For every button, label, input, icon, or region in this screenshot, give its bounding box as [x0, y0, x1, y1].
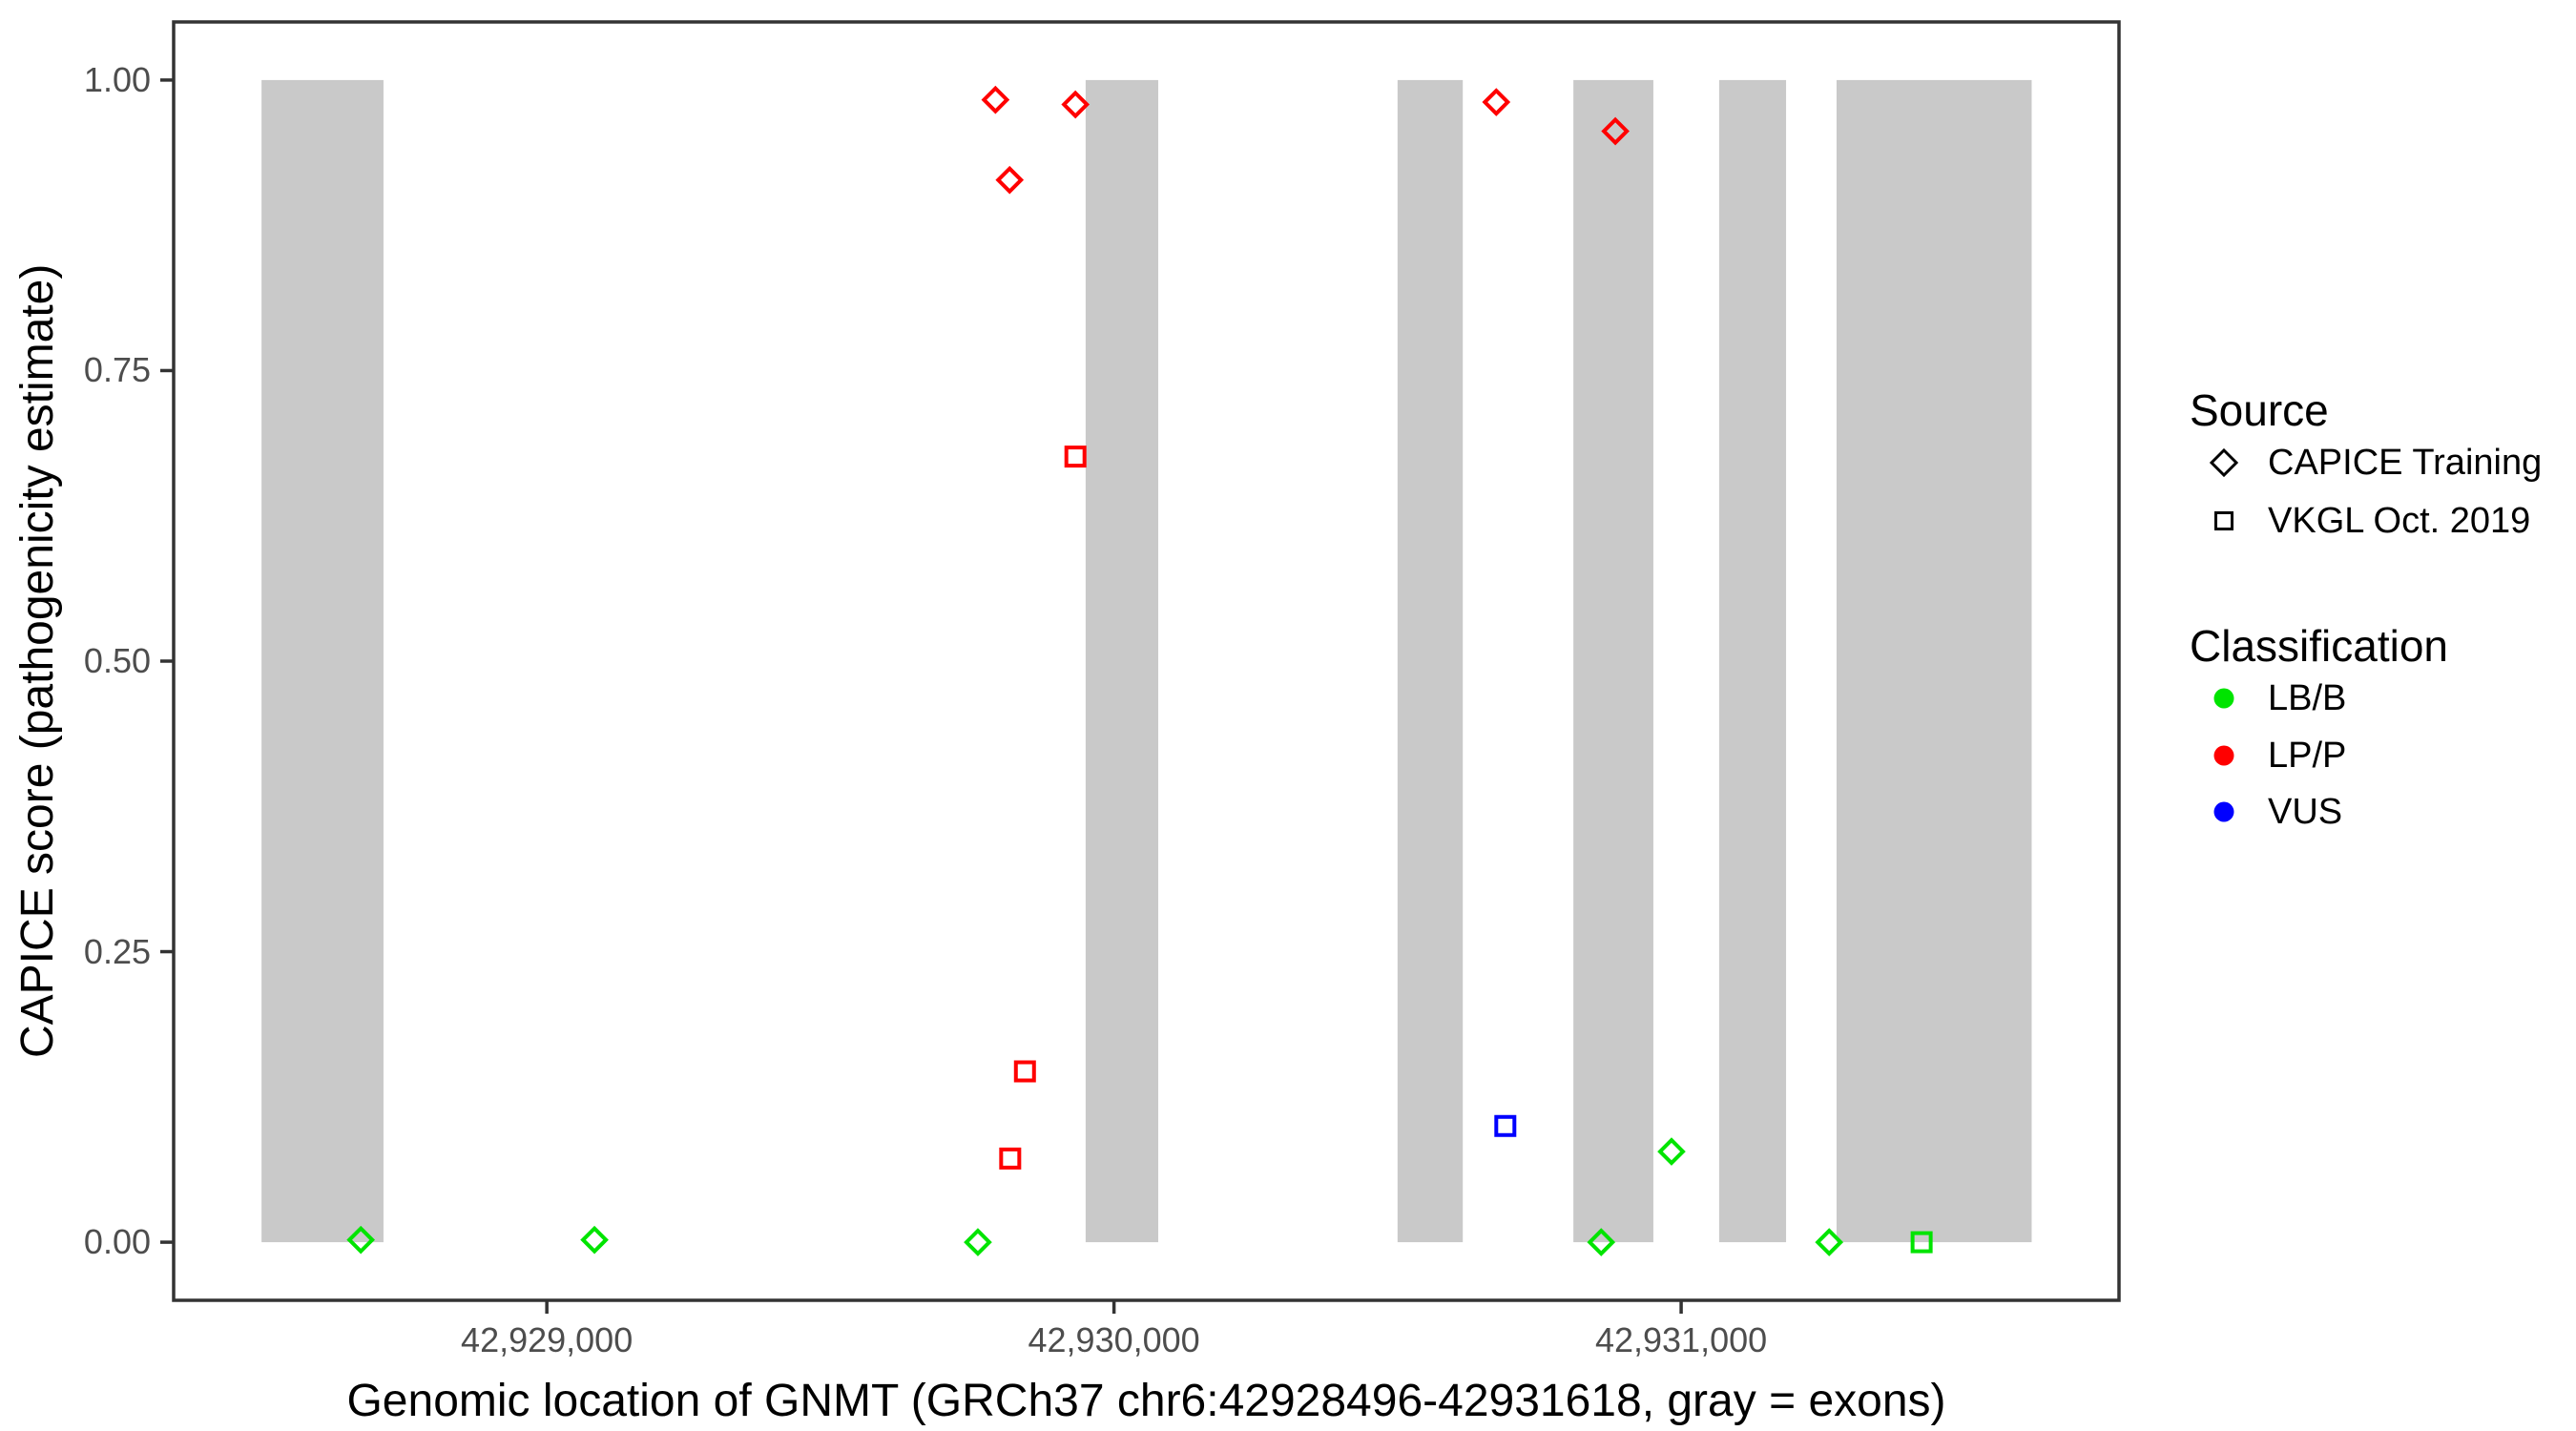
exon-bar: [1718, 79, 1787, 1243]
legend-item-class-1: LB/B: [2203, 675, 2346, 721]
y-tick-label: 1.00: [83, 59, 151, 99]
exon-bar: [1836, 79, 2032, 1243]
legend-item-class-2: LP/P: [2203, 733, 2346, 778]
circle-icon: [2203, 791, 2245, 833]
data-point-square: [1494, 1114, 1517, 1137]
data-point-diamond: [1601, 116, 1630, 146]
legend-source-title: Source: [2190, 385, 2329, 435]
data-point-square: [999, 1147, 1022, 1170]
legend-item-source-2-label: VKGL Oct. 2019: [2268, 500, 2531, 541]
y-tick-label: 0.25: [83, 931, 151, 971]
data-point-diamond: [346, 1225, 376, 1255]
data-point-diamond: [1657, 1137, 1686, 1166]
data-point-diamond: [1815, 1228, 1844, 1256]
legend-item-source-1: CAPICE Training: [2203, 440, 2542, 486]
data-point-diamond: [580, 1225, 609, 1255]
data-point-diamond: [1587, 1228, 1616, 1256]
data-point-square: [1910, 1231, 1933, 1254]
y-tick-label: 0.00: [83, 1222, 151, 1262]
diamond-icon: [2203, 442, 2245, 484]
square-icon: [2203, 500, 2245, 542]
legend-item-class-2-label: LP/P: [2268, 735, 2347, 776]
legend-item-source-1-label: CAPICE Training: [2268, 442, 2543, 483]
data-point-diamond: [964, 1228, 992, 1256]
exon-bar: [1573, 79, 1653, 1243]
x-tick-label: 42,930,000: [1028, 1320, 1200, 1359]
data-point-square: [1013, 1060, 1036, 1083]
data-point-square: [1064, 446, 1087, 468]
circle-icon: [2203, 735, 2245, 777]
data-point-diamond: [1061, 90, 1091, 119]
legend-item-class-3-label: VUS: [2268, 791, 2343, 832]
y-tick-label: 0.75: [83, 350, 151, 390]
data-point-diamond: [981, 85, 1010, 114]
y-tick-label: 0.50: [83, 641, 151, 680]
x-tick-label: 42,931,000: [1594, 1320, 1768, 1359]
legend-item-class-3: VUS: [2203, 789, 2342, 835]
exon-bar: [261, 79, 384, 1243]
x-tick-label: 42,929,000: [461, 1320, 634, 1359]
data-point-diamond: [1482, 88, 1511, 116]
exon-bar: [1397, 79, 1464, 1243]
x-axis-title: Genomic location of GNMT (GRCh37 chr6:42…: [346, 1376, 1946, 1426]
legend-item-source-2: VKGL Oct. 2019: [2203, 498, 2530, 544]
data-point-diamond: [995, 165, 1025, 195]
legend-item-class-1-label: LB/B: [2268, 677, 2347, 718]
legend-classification-title: Classification: [2190, 621, 2448, 671]
circle-icon: [2203, 677, 2245, 719]
exon-bar: [1085, 79, 1158, 1243]
